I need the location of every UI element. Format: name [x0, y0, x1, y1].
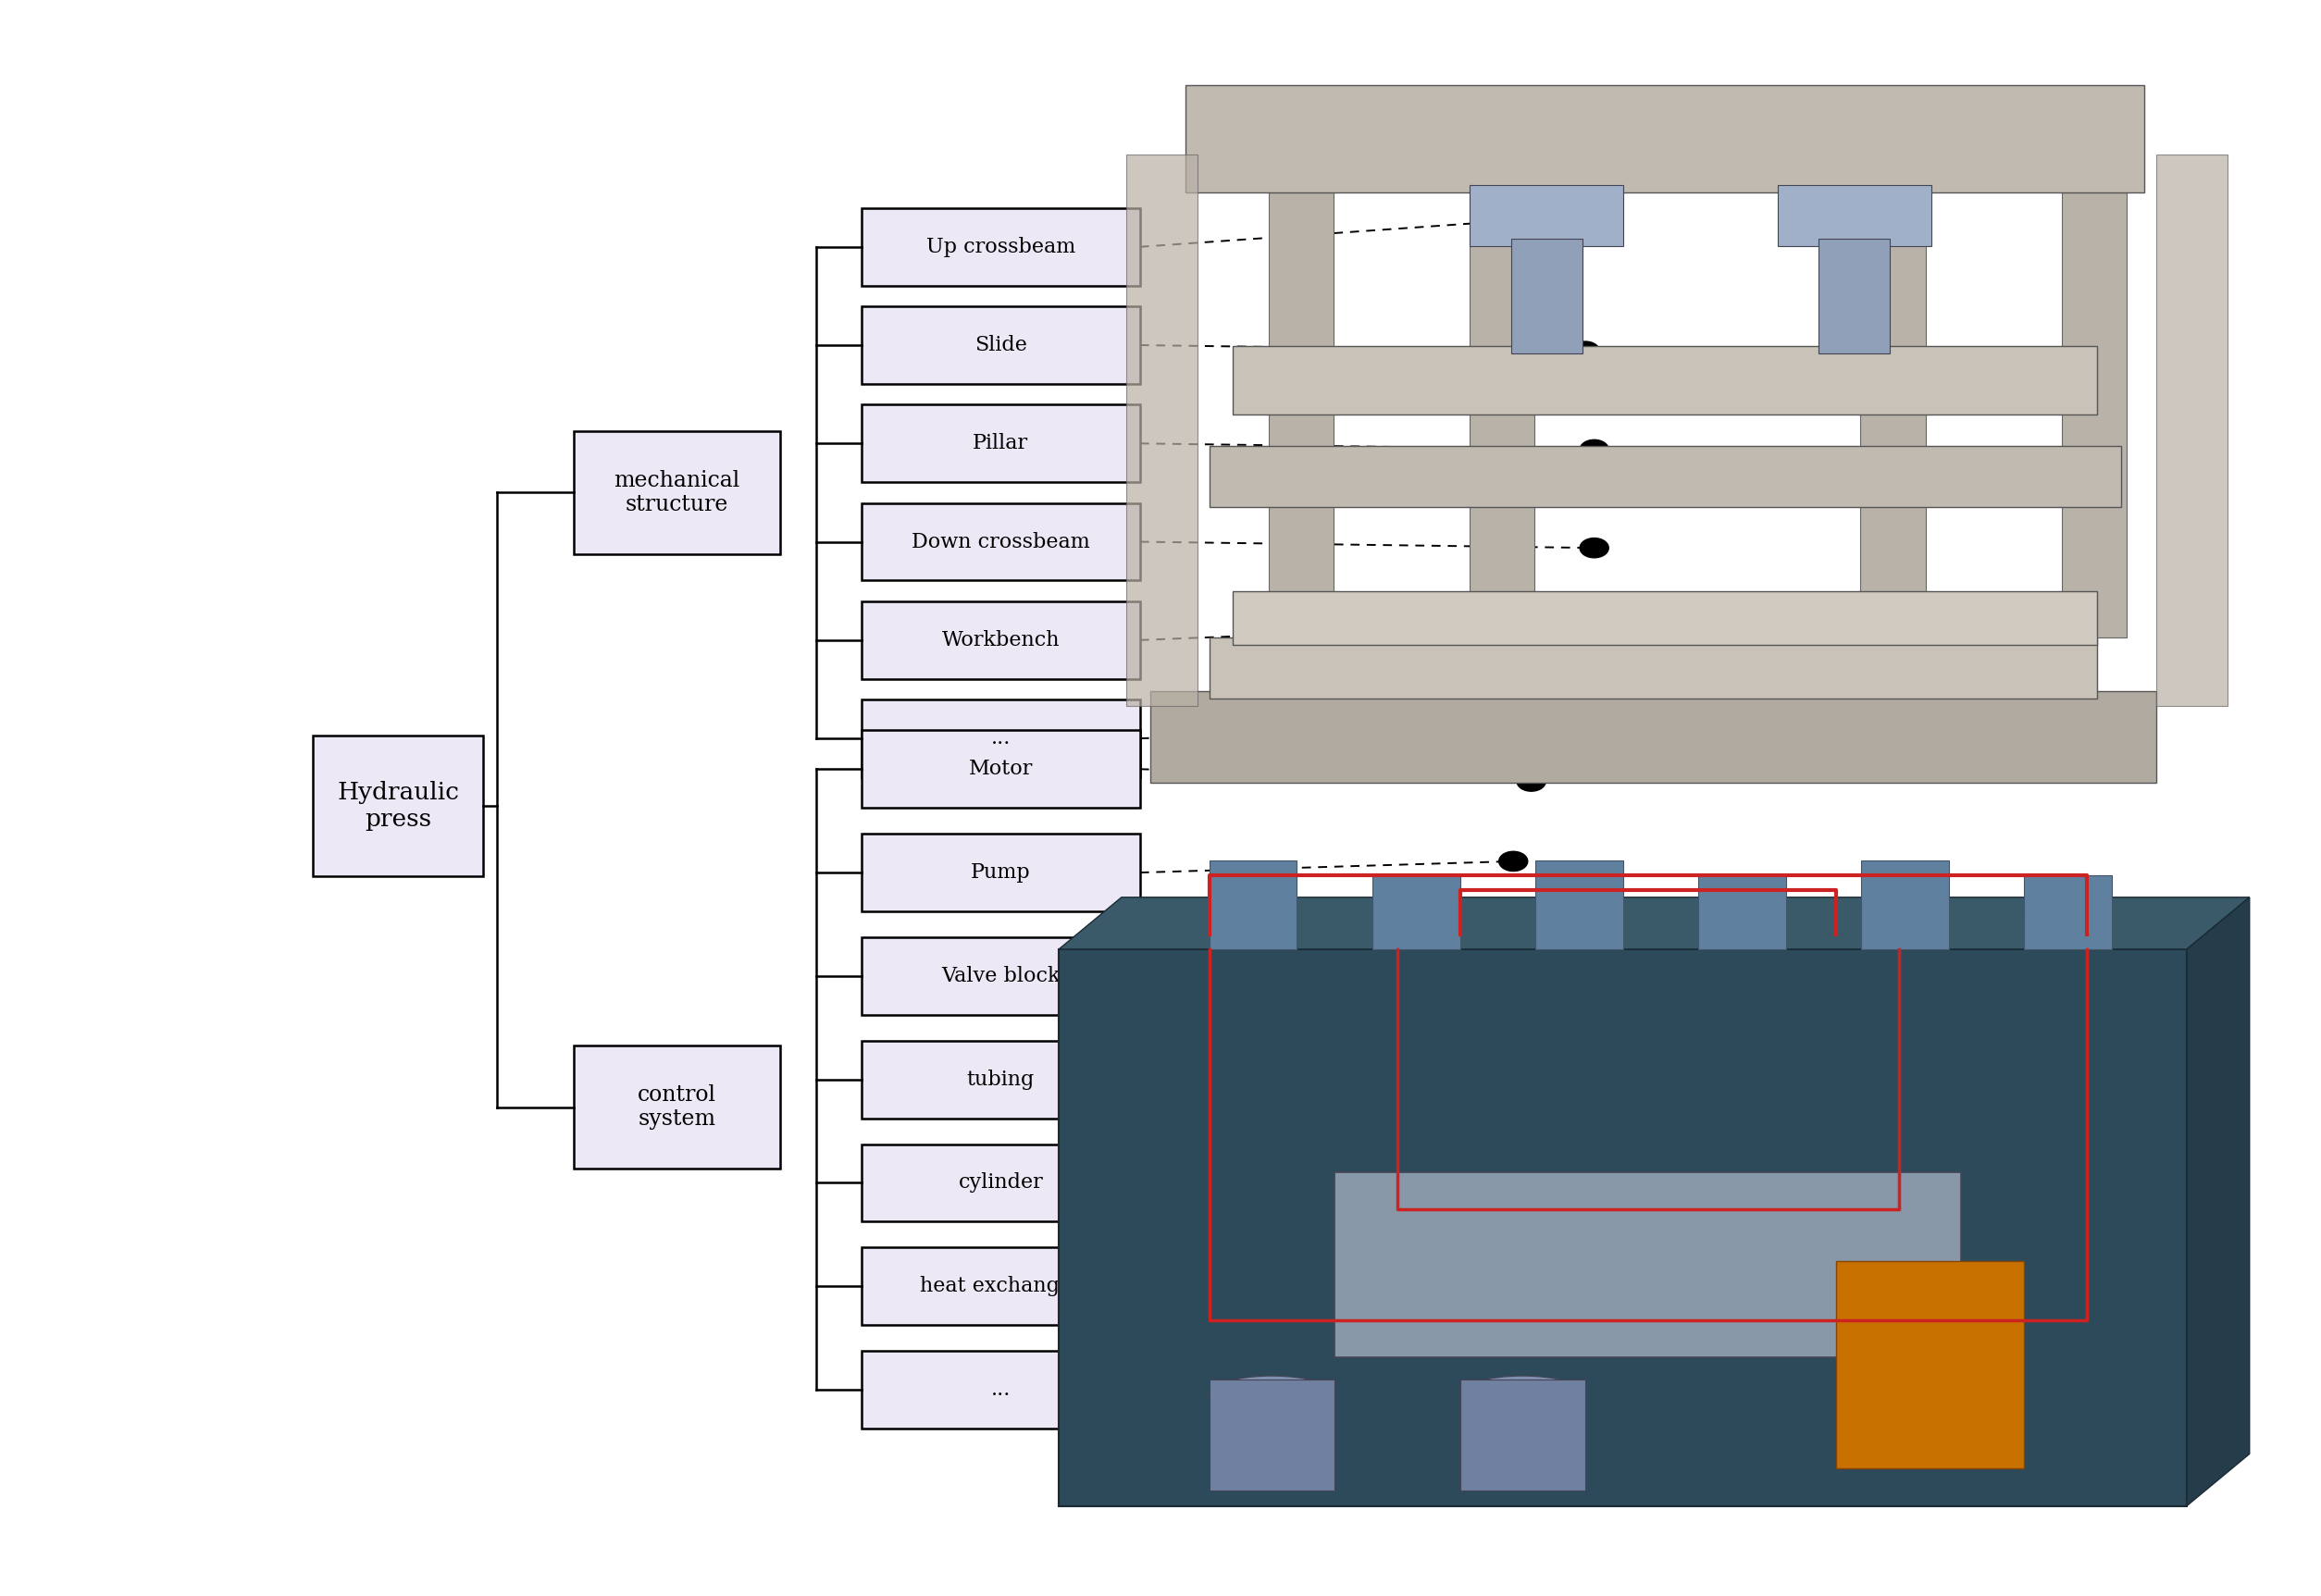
Text: cylinder: cylinder [959, 1173, 1042, 1194]
FancyBboxPatch shape [1126, 155, 1198, 705]
FancyBboxPatch shape [1267, 193, 1335, 637]
FancyBboxPatch shape [573, 1045, 780, 1168]
FancyBboxPatch shape [861, 306, 1140, 385]
Ellipse shape [1460, 1376, 1585, 1412]
Circle shape [1625, 1301, 1653, 1320]
Circle shape [1590, 611, 1618, 632]
Text: Slide: Slide [975, 335, 1026, 356]
FancyBboxPatch shape [1335, 1171, 1961, 1357]
Text: tubing: tubing [968, 1069, 1035, 1090]
FancyBboxPatch shape [1820, 239, 1889, 354]
FancyBboxPatch shape [1058, 950, 2186, 1507]
FancyBboxPatch shape [861, 937, 1140, 1015]
FancyBboxPatch shape [1209, 637, 2098, 699]
FancyBboxPatch shape [1232, 346, 2098, 415]
FancyBboxPatch shape [861, 1350, 1140, 1428]
FancyBboxPatch shape [1460, 1379, 1585, 1491]
Text: Workbench: Workbench [942, 630, 1061, 650]
FancyBboxPatch shape [1232, 591, 2098, 645]
Text: control
system: control system [638, 1084, 717, 1130]
FancyBboxPatch shape [861, 207, 1140, 286]
Ellipse shape [1209, 894, 1297, 916]
Circle shape [1562, 206, 1590, 227]
FancyBboxPatch shape [1209, 1379, 1335, 1491]
Ellipse shape [1372, 902, 1460, 922]
Circle shape [1581, 440, 1608, 460]
Ellipse shape [2024, 902, 2112, 922]
Ellipse shape [1861, 894, 1950, 916]
Ellipse shape [1209, 1376, 1335, 1412]
FancyBboxPatch shape [1778, 185, 1931, 246]
FancyBboxPatch shape [861, 1144, 1140, 1221]
Circle shape [1481, 1017, 1509, 1037]
Polygon shape [1058, 897, 2249, 950]
FancyBboxPatch shape [1699, 875, 1785, 950]
FancyBboxPatch shape [1151, 691, 2156, 782]
FancyBboxPatch shape [1186, 86, 2145, 193]
FancyBboxPatch shape [861, 503, 1140, 581]
Circle shape [1715, 710, 1743, 729]
Text: Up crossbeam: Up crossbeam [926, 236, 1075, 257]
FancyBboxPatch shape [1469, 193, 1534, 637]
Circle shape [1571, 1189, 1599, 1210]
FancyBboxPatch shape [861, 1041, 1140, 1119]
Text: heat exchanger: heat exchanger [919, 1277, 1082, 1296]
Ellipse shape [1699, 902, 1785, 922]
Text: ...: ... [991, 728, 1010, 749]
Text: Valve block: Valve block [942, 966, 1061, 986]
Circle shape [1553, 1103, 1581, 1124]
Circle shape [1499, 851, 1527, 871]
FancyBboxPatch shape [1861, 193, 1926, 637]
FancyBboxPatch shape [573, 431, 780, 554]
FancyBboxPatch shape [313, 736, 483, 876]
Text: Pump: Pump [970, 862, 1031, 883]
FancyBboxPatch shape [861, 1248, 1140, 1325]
FancyBboxPatch shape [861, 833, 1140, 911]
FancyBboxPatch shape [2024, 875, 2112, 950]
Circle shape [1581, 538, 1608, 557]
FancyBboxPatch shape [1372, 875, 1460, 950]
FancyBboxPatch shape [1469, 185, 1625, 246]
FancyBboxPatch shape [1861, 860, 1950, 950]
FancyBboxPatch shape [1836, 1261, 2024, 1468]
Circle shape [1518, 771, 1546, 792]
FancyBboxPatch shape [2061, 193, 2126, 637]
FancyBboxPatch shape [861, 699, 1140, 777]
Text: Pillar: Pillar [972, 433, 1028, 453]
FancyBboxPatch shape [861, 405, 1140, 482]
Text: Hydraulic
press: Hydraulic press [337, 780, 460, 832]
Text: Motor: Motor [968, 760, 1033, 779]
FancyBboxPatch shape [2156, 155, 2228, 705]
Text: ...: ... [991, 1379, 1010, 1400]
FancyBboxPatch shape [861, 602, 1140, 678]
Polygon shape [2186, 897, 2249, 1507]
FancyBboxPatch shape [1209, 860, 1297, 950]
FancyBboxPatch shape [1209, 445, 2121, 508]
Circle shape [1571, 342, 1599, 361]
Circle shape [1462, 932, 1492, 951]
FancyBboxPatch shape [1534, 860, 1622, 950]
FancyBboxPatch shape [1511, 239, 1583, 354]
Text: Down crossbeam: Down crossbeam [912, 531, 1091, 552]
Ellipse shape [1534, 894, 1622, 916]
FancyBboxPatch shape [861, 731, 1140, 808]
Text: mechanical
structure: mechanical structure [613, 469, 740, 516]
